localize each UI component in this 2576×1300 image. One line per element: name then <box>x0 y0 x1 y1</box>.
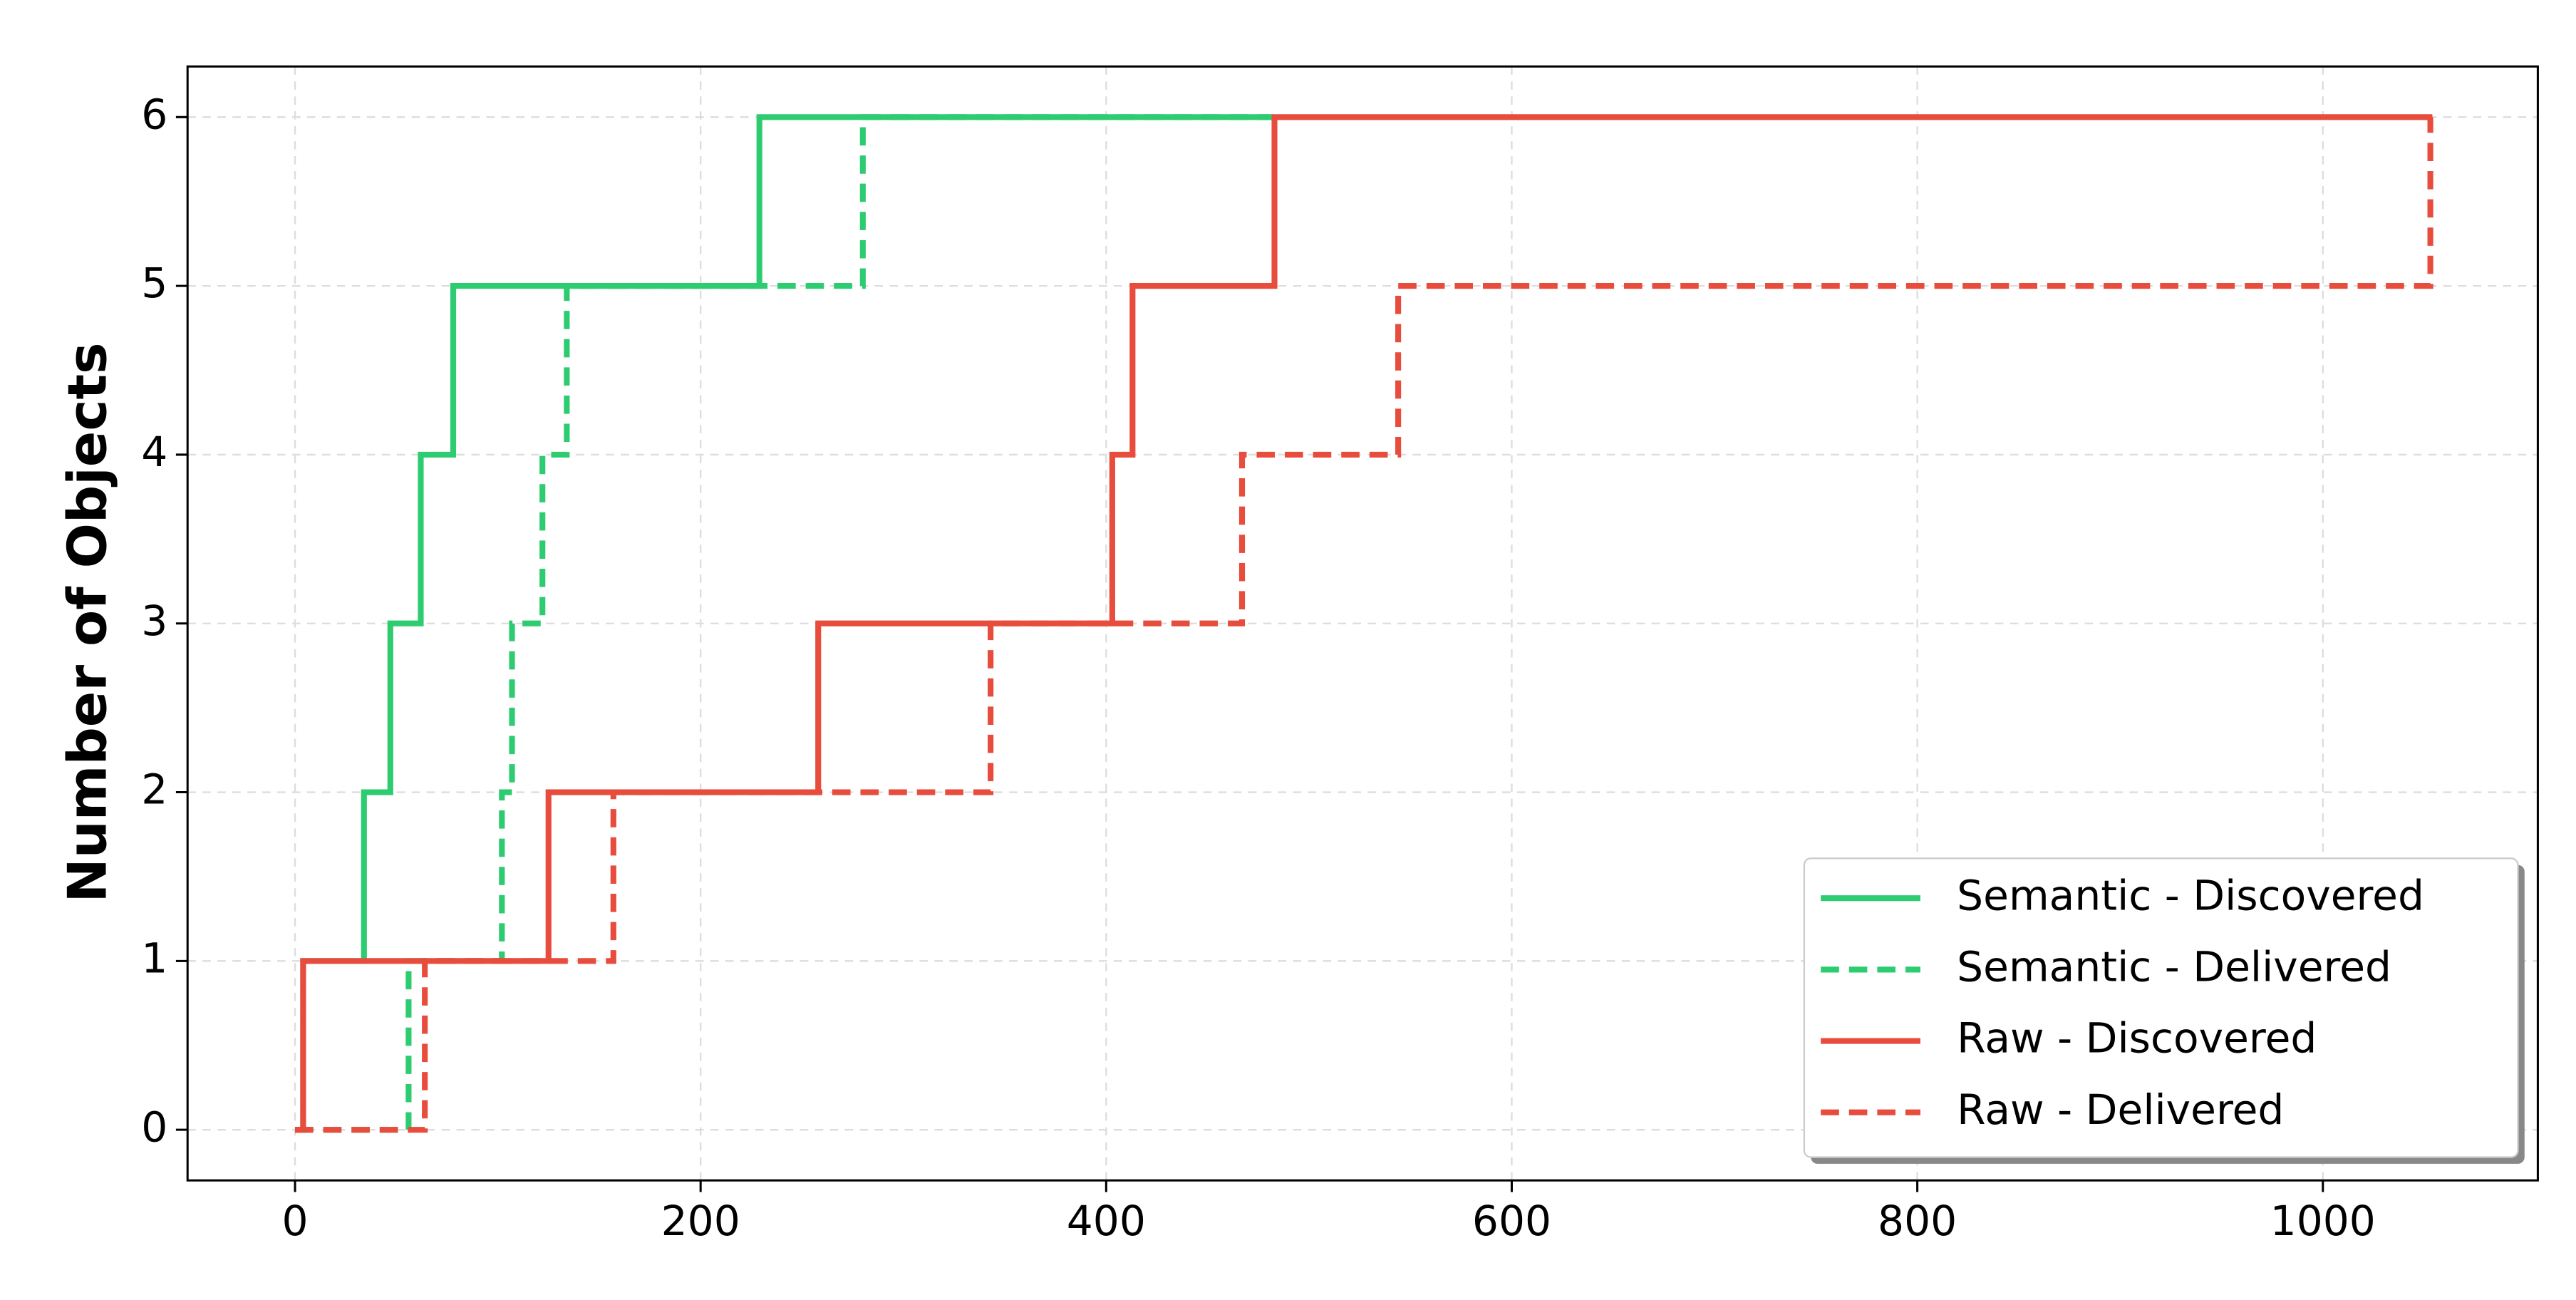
lines <box>295 114 2433 1133</box>
legend-label: Semantic - Delivered <box>1957 942 2391 991</box>
legend-label: Raw - Discovered <box>1957 1014 2317 1063</box>
y-tick-label: 0 <box>141 1103 167 1151</box>
x-tick-label: 0 <box>282 1197 309 1245</box>
y-tick-label: 6 <box>141 90 167 138</box>
x-tick-label: 600 <box>1472 1197 1551 1245</box>
x-tick-label: 800 <box>1878 1197 1957 1245</box>
series-line <box>295 117 2433 1133</box>
x-tick-label: 1000 <box>2270 1197 2376 1245</box>
legend-box <box>1803 857 2519 1158</box>
y-tick-label: 2 <box>141 765 167 814</box>
ticks: 0 200 400 600 800 1000 0 1 2 3 4 5 6 <box>141 90 2376 1244</box>
series-line <box>295 114 2433 1133</box>
x-tick-label: 200 <box>661 1197 740 1245</box>
x-tick-label: 400 <box>1067 1197 1146 1245</box>
legend-label: Raw - Delivered <box>1957 1085 2284 1134</box>
legend: Semantic - Discovered Semantic - Delivere… <box>1803 857 2525 1164</box>
y-tick-label: 4 <box>141 428 167 476</box>
y-axis-label: Number of Objects <box>57 343 119 903</box>
y-tick-label: 5 <box>141 259 167 307</box>
legend-label: Semantic - Discovered <box>1957 871 2424 919</box>
y-tick-label: 3 <box>141 597 167 645</box>
y-tick-label: 1 <box>141 934 167 982</box>
